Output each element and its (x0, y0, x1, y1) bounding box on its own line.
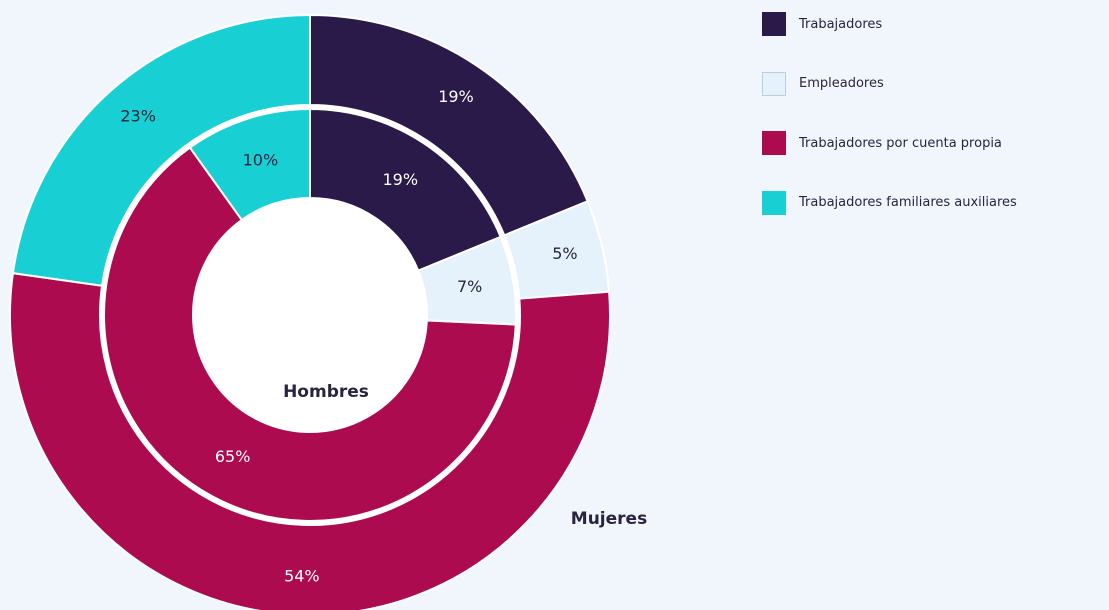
legend-item-familiares-auxiliares[interactable]: Trabajadores familiares auxiliares (762, 190, 1017, 215)
slice-hombres-cuenta-propia[interactable] (103, 146, 517, 522)
legend-item-empleadores[interactable]: Empleadores (762, 71, 1017, 96)
label-mujeres-familiares-auxiliares: 23% (120, 107, 156, 126)
label-mujeres-empleadores: 5% (552, 244, 577, 263)
label-hombres-cuenta-propia: 65% (215, 447, 251, 466)
legend-swatch-familiares-auxiliares (762, 190, 786, 215)
label-mujeres-trabajadores: 19% (438, 87, 474, 106)
chart-legend: Trabajadores Empleadores Trabajadores po… (762, 12, 1017, 250)
legend-swatch-trabajadores (762, 12, 786, 36)
legend-label-cuenta-propia: Trabajadores por cuenta propia (799, 135, 1002, 151)
legend-label-familiares-auxiliares: Trabajadores familiares auxiliares (799, 195, 1017, 210)
slice-mujeres-cuenta-propia[interactable] (9, 272, 611, 610)
label-hombres-empleadores: 7% (457, 277, 482, 296)
donut-chart: 19% 5% 54% 23% 19% 7% 65% 10% Hombres Mujeres (9, 13, 647, 610)
label-hombres-trabajadores: 19% (382, 170, 418, 189)
legend-item-trabajadores[interactable]: Trabajadores (762, 12, 1017, 36)
legend-swatch-empleadores (762, 71, 786, 96)
legend-label-trabajadores: Trabajadores (799, 16, 883, 32)
label-mujeres-cuenta-propia: 54% (284, 566, 320, 585)
legend-item-cuenta-propia[interactable]: Trabajadores por cuenta propia (762, 131, 1017, 155)
label-hombres-familiares-auxiliares: 10% (243, 150, 279, 169)
slice-mujeres-familiares-auxiliares[interactable] (11, 13, 311, 287)
legend-swatch-cuenta-propia (762, 131, 786, 155)
ring-label-hombres: Hombres (283, 382, 369, 402)
slice-hombres-familiares-auxiliares[interactable] (188, 107, 311, 222)
ring-label-mujeres: Mujeres (571, 509, 647, 529)
slice-hombres-trabajadores[interactable] (309, 107, 502, 272)
legend-label-empleadores: Empleadores (799, 76, 884, 91)
